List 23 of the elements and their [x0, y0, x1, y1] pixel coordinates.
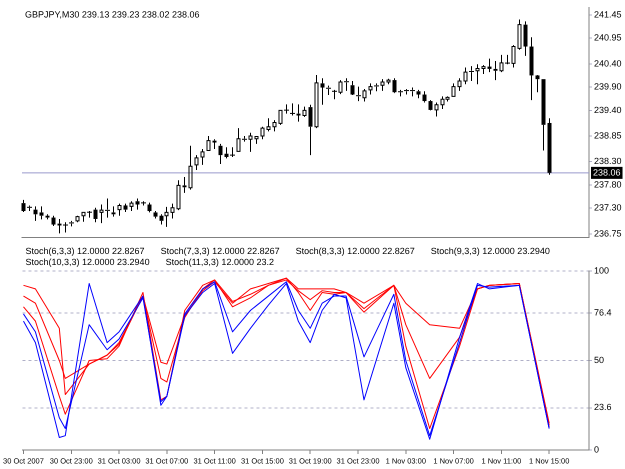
y-tick-label: 0	[594, 444, 600, 454]
y-tick-label: 241.45	[594, 9, 622, 20]
y-tick-label: 100	[594, 265, 610, 276]
y-tick-label: 237.80	[594, 179, 622, 190]
text: Stoch(8,3,3) 12.0000 22.8267	[296, 246, 415, 256]
y-tick-label: 236.75	[594, 228, 622, 238]
text: Stoch(10,3,3) 12.0000 23.2940	[25, 256, 150, 267]
y-tick-label: 240.40	[594, 58, 622, 68]
text: Stoch(6,3,3) 12.0000 22.8267	[25, 246, 145, 256]
chart-title: GBPJPY,M30 239.13 239.23 238.02 238.06	[25, 9, 200, 20]
text: Stoch(11,3,3) 12.0000 23.2	[166, 256, 274, 267]
ref-line-label: 238.06	[593, 167, 621, 178]
y-tick-label: 237.30	[594, 202, 622, 213]
y-tick-label: 239.40	[594, 104, 622, 115]
y-tick-label: 239.90	[594, 82, 622, 92]
y-tick-label: 76.4	[594, 308, 612, 318]
y-tick-label: 240.95	[594, 32, 622, 43]
y-tick-label: 238.30	[594, 156, 622, 166]
y-tick-label: 23.6	[594, 402, 612, 412]
text: Stoch(7,3,3) 12.0000 22.8267	[160, 246, 280, 256]
y-tick-label: 50	[594, 354, 604, 365]
y-tick-label: 238.85	[594, 130, 622, 140]
text: Stoch(9,3,3) 12.0000 23.2940	[430, 246, 550, 256]
